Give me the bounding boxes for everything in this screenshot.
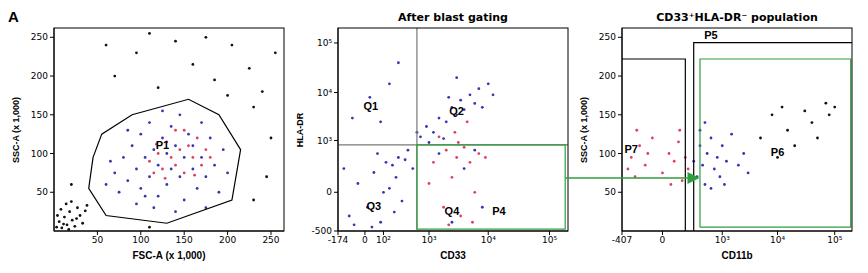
svg-text:Q3: Q3 — [367, 200, 382, 212]
svg-text:10²: 10² — [376, 235, 391, 245]
svg-text:0: 0 — [362, 235, 368, 245]
html-text:A: A — [8, 8, 19, 25]
svg-text:100: 100 — [31, 149, 48, 159]
html-text:CD11b: CD11b — [721, 250, 753, 261]
svg-text:10⁵: 10⁵ — [317, 38, 332, 48]
html-text:SSC-A (x 1,000): SSC-A (x 1,000) — [11, 96, 21, 163]
svg-text:10³: 10³ — [317, 136, 332, 146]
svg-text:Q1: Q1 — [364, 100, 379, 112]
svg-text:150: 150 — [599, 110, 616, 120]
svg-text:10⁴: 10⁴ — [317, 88, 332, 98]
svg-text:200: 200 — [599, 71, 616, 81]
svg-text:10⁵: 10⁵ — [827, 235, 842, 245]
svg-text:Q2: Q2 — [449, 105, 464, 117]
svg-text:150: 150 — [176, 235, 193, 245]
svg-text:-407: -407 — [612, 235, 632, 245]
svg-text:50: 50 — [37, 187, 49, 197]
svg-text:10⁴: 10⁴ — [770, 235, 785, 245]
svg-text:50: 50 — [92, 235, 104, 245]
svg-text:0: 0 — [326, 187, 332, 197]
svg-text:P4: P4 — [492, 205, 506, 217]
svg-text:200: 200 — [219, 235, 236, 245]
svg-text:100: 100 — [132, 235, 149, 245]
svg-text:-174: -174 — [328, 235, 349, 245]
svg-text:150: 150 — [31, 110, 48, 120]
svg-text:10³: 10³ — [715, 235, 730, 245]
svg-text:200: 200 — [31, 71, 48, 81]
svg-text:250: 250 — [31, 32, 48, 42]
svg-text:P5: P5 — [704, 29, 717, 41]
svg-text:10⁵: 10⁵ — [542, 235, 557, 245]
html-text:CD33⁺HLA-DR⁻ population: CD33⁺HLA-DR⁻ population — [656, 11, 818, 24]
svg-text:250: 250 — [262, 235, 279, 245]
html-text:SSC-A (x 1,000): SSC-A (x 1,000) — [579, 96, 589, 163]
svg-text:P6: P6 — [771, 146, 784, 158]
svg-text:250: 250 — [599, 32, 616, 42]
html-text:HLA-DR: HLA-DR — [295, 112, 305, 147]
svg-text:10³: 10³ — [421, 235, 436, 245]
svg-text:0: 0 — [660, 235, 666, 245]
html-text:CD33: CD33 — [440, 250, 466, 261]
svg-text:-500: -500 — [312, 226, 333, 236]
html-text:After blast gating: After blast gating — [398, 11, 508, 24]
html-text:FSC-A (x 1,000): FSC-A (x 1,000) — [132, 250, 206, 261]
svg-text:10⁴: 10⁴ — [481, 235, 496, 245]
svg-text:50: 50 — [605, 187, 617, 197]
svg-text:P1: P1 — [156, 139, 169, 151]
svg-text:100: 100 — [599, 149, 616, 159]
svg-text:Q4: Q4 — [445, 205, 461, 217]
svg-text:P7: P7 — [625, 143, 638, 155]
